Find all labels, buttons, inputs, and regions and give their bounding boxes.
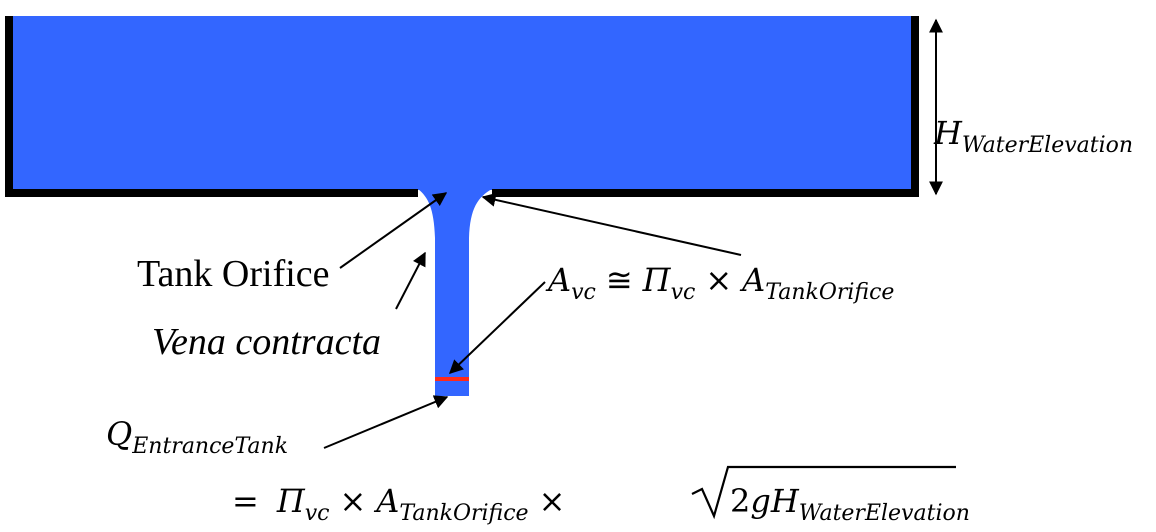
flow-arrow: [323, 395, 449, 449]
area-vc-equation: Avc ≅ Πvc × ATankOrifice: [545, 261, 894, 305]
sqrt-sign-icon: [691, 465, 956, 520]
flow-equals: =: [232, 482, 259, 520]
tank-water: [10, 16, 915, 190]
flow-coef-subscript: vc: [305, 501, 330, 526]
area-vc-arrow-to-marker: [448, 281, 546, 374]
tank-orifice-label: Tank Orifice: [137, 253, 330, 295]
flow-lhs-symbol: Q: [106, 415, 132, 453]
radicand-subscript: WaterElevation: [799, 501, 970, 526]
water-jet: [418, 189, 492, 396]
area-vc-coef-symbol: Π: [642, 261, 672, 299]
area-vc-lhs-symbol: A: [545, 261, 571, 299]
water-elevation-subscript: WaterElevation: [962, 133, 1133, 158]
flow-lhs: QEntranceTank: [106, 415, 288, 459]
area-vc-times: ×: [705, 261, 732, 299]
flow-radicand: 2gHWaterElevation: [730, 482, 970, 526]
flow-rhs-equation: = Πvc × ATankOrifice ×: [232, 482, 565, 526]
area-vc-area-subscript: TankOrifice: [765, 280, 894, 305]
radicand-symbol: H: [770, 482, 800, 520]
flow-area-subscript: TankOrifice: [399, 501, 528, 526]
flow-times-2: ×: [539, 482, 566, 520]
flow-coef-symbol: Π: [276, 482, 306, 520]
area-vc-coef-subscript: vc: [671, 280, 696, 305]
flow-lhs-subscript: EntranceTank: [131, 434, 288, 459]
tank-wall-right-and-bottom-right: [492, 16, 919, 197]
water-elevation-symbol: H: [933, 114, 963, 152]
vena-contracta-label: Vena contracta: [152, 321, 381, 363]
radicand-coefficient: 2: [730, 482, 750, 520]
area-vc-relation: ≅: [606, 261, 633, 299]
area-vc-area-symbol: A: [739, 261, 765, 299]
radicand-g: g: [750, 482, 770, 520]
vena-contracta-arrow: [395, 251, 426, 310]
tank-wall-left-and-bottom-left: [5, 16, 418, 197]
water-elevation-label: HWaterElevation: [933, 114, 1133, 158]
area-vc-arrow-to-orifice: [481, 192, 742, 256]
area-vc-lhs-subscript: vc: [571, 280, 596, 305]
flow-times-1: ×: [339, 482, 366, 520]
tank-orifice-arrow: [339, 192, 448, 269]
flow-area-symbol: A: [373, 482, 399, 520]
